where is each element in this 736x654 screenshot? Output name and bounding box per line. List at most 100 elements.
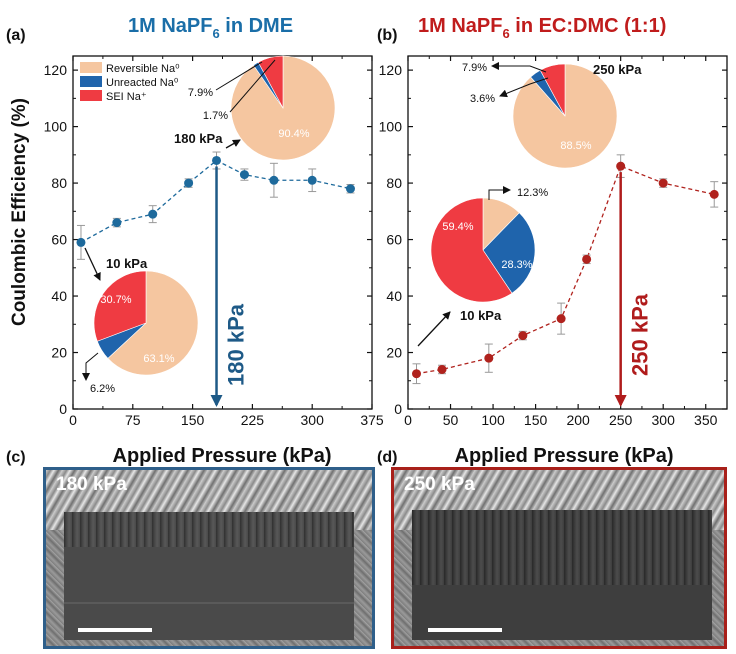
y-tick-label: 40	[51, 288, 67, 304]
legend-label: SEI Na⁺	[106, 91, 147, 103]
pie-slice	[430, 197, 513, 303]
panel-a-title: 1M NaPF6 in DME	[128, 15, 293, 41]
pie-label: 7.9%	[188, 87, 213, 99]
data-point	[269, 175, 279, 185]
y-tick-label: 80	[386, 175, 402, 191]
panel-d-xlabel: Applied Pressure (kPa)	[455, 445, 674, 467]
pie-label: 59.4%	[442, 221, 473, 233]
data-point	[148, 209, 158, 219]
pie-leader	[499, 77, 549, 98]
data-point	[709, 189, 719, 199]
pie-slice	[107, 270, 199, 376]
y-tick-label: 0	[394, 401, 402, 417]
plot-frame	[407, 55, 728, 410]
panel-a-letter: (a)	[6, 27, 26, 44]
pie-label: 63.1%	[143, 353, 174, 365]
plot-a: 0 20 40 60 80 100 120 0 75 150 225 300 375 180 kPa Rev…	[44, 55, 384, 428]
x-tick-label: 100	[481, 412, 505, 428]
x-tick-label: 300	[301, 412, 325, 428]
y-tick-label: 20	[386, 345, 402, 361]
pie-pointer	[417, 311, 451, 347]
sem-label: 250 kPa	[404, 474, 475, 495]
pie-leader	[82, 352, 99, 381]
legend-swatch	[80, 62, 102, 73]
pie-label: 3.6%	[470, 93, 495, 105]
data-point	[184, 178, 194, 188]
pie-label: 1.7%	[203, 110, 228, 122]
legend-label: Unreacted Na⁰	[106, 77, 179, 89]
x-tick-label: 200	[566, 412, 590, 428]
y-tick-label: 60	[386, 232, 402, 248]
pie-label: 28.3%	[501, 259, 532, 271]
pie-leader	[215, 61, 263, 91]
scale-bar	[78, 628, 152, 632]
x-tick-label: 350	[694, 412, 718, 428]
x-tick-label: 225	[241, 412, 265, 428]
data-point	[76, 237, 86, 247]
pie-slice	[93, 270, 147, 342]
plot-b: 0 20 40 60 80 100 120 0 50 100 150 200 250 300 350 250 …	[379, 55, 728, 428]
legend-label: Reversible Na⁰	[106, 63, 180, 75]
y-tick-label: 40	[386, 288, 402, 304]
data-point	[437, 364, 447, 374]
x-tick-label: 300	[652, 412, 676, 428]
x-tick-label: 75	[125, 412, 141, 428]
legend-swatch	[80, 76, 102, 87]
data-point	[556, 314, 566, 324]
data-point	[239, 170, 249, 180]
pie-label: 30.7%	[100, 294, 131, 306]
panel-d-letter: (d)	[377, 449, 397, 466]
panel-c-letter: (c)	[6, 449, 26, 466]
pie-label: 88.5%	[560, 140, 591, 152]
x-tick-label: 375	[360, 412, 384, 428]
panel-c-xlabel: Applied Pressure (kPa)	[113, 445, 332, 467]
pie-label: 90.4%	[278, 128, 309, 140]
pie-label: 6.2%	[90, 383, 115, 395]
y-tick-label: 20	[51, 345, 67, 361]
sem-cross-section	[64, 512, 354, 640]
panel-b-letter: (b)	[377, 27, 397, 44]
sem-streaks	[64, 512, 354, 547]
data-point	[345, 184, 355, 194]
data-point	[212, 155, 222, 165]
scale-bar	[428, 628, 502, 632]
y-tick-label: 80	[51, 175, 67, 191]
pie-pointer	[225, 139, 241, 149]
sem-cross-section	[412, 510, 712, 640]
y-tick-label: 0	[59, 401, 67, 417]
sem-image-250kpa: 250 kPa	[391, 467, 727, 649]
data-point	[484, 353, 494, 363]
pie-leader	[488, 186, 511, 200]
sem-interface-line	[64, 602, 354, 604]
y-tick-label: 120	[44, 62, 68, 78]
data-point	[307, 175, 317, 185]
pressure-arrow-label: 180 kPa	[224, 303, 249, 386]
y-axis-label: Coulombic Efficiency (%)	[9, 98, 30, 326]
pie-label: 7.9%	[462, 62, 487, 74]
pie-leader	[491, 62, 547, 73]
data-point	[658, 178, 668, 188]
data-point	[412, 369, 422, 379]
y-tick-label: 100	[379, 119, 403, 135]
x-tick-label: 150	[524, 412, 548, 428]
data-point	[518, 331, 528, 341]
legend-swatch	[80, 90, 102, 101]
pie-pressure-label: 10 kPa	[460, 308, 502, 323]
sem-label: 180 kPa	[56, 474, 127, 495]
pie-slice	[482, 212, 536, 294]
x-tick-label: 0	[69, 412, 77, 428]
pie-pressure-label: 250 kPa	[593, 62, 642, 77]
pressure-arrow-label: 250 kPa	[628, 293, 653, 376]
sem-image-180kpa: 180 kPa	[43, 467, 375, 649]
x-tick-label: 0	[404, 412, 412, 428]
pie-slice	[257, 55, 284, 109]
x-tick-label: 50	[443, 412, 459, 428]
pie-pointer	[84, 247, 101, 281]
sem-streaks	[412, 510, 712, 585]
pie-label: 12.3%	[517, 187, 548, 199]
data-point	[616, 161, 626, 171]
pie-pressure-label: 180 kPa	[174, 131, 223, 146]
panel-b-title: 1M NaPF6 in EC:DMC (1:1)	[418, 15, 666, 41]
x-tick-label: 250	[609, 412, 633, 428]
